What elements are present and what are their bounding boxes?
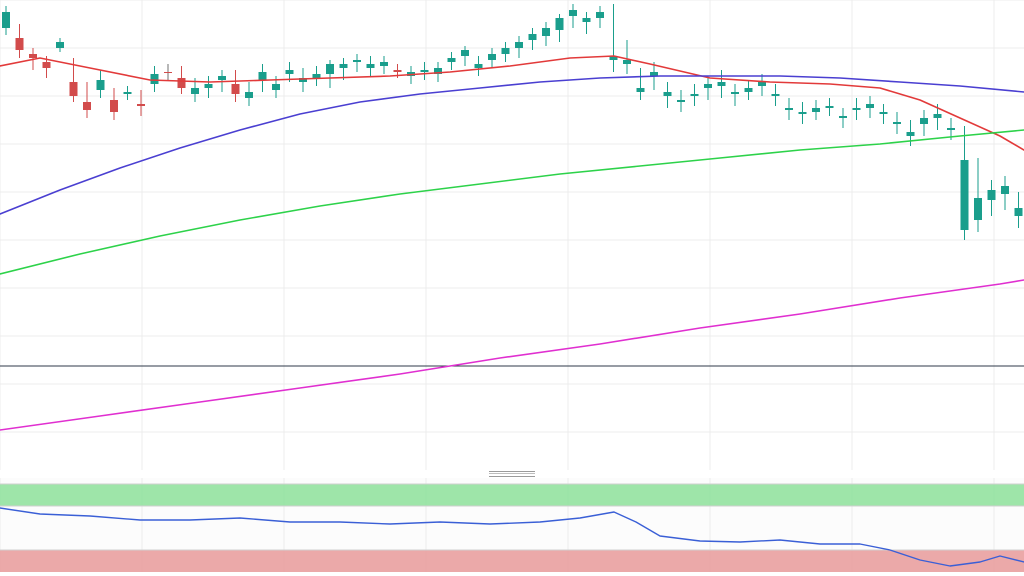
indicator-panel[interactable]: [0, 478, 1024, 572]
price-panel[interactable]: [0, 0, 1024, 470]
grip-icon: [489, 471, 535, 477]
indicator-canvas: [0, 478, 1024, 572]
price-canvas: [0, 0, 1024, 470]
panel-resize-handle[interactable]: [0, 470, 1024, 478]
trading-chart: [0, 0, 1024, 576]
